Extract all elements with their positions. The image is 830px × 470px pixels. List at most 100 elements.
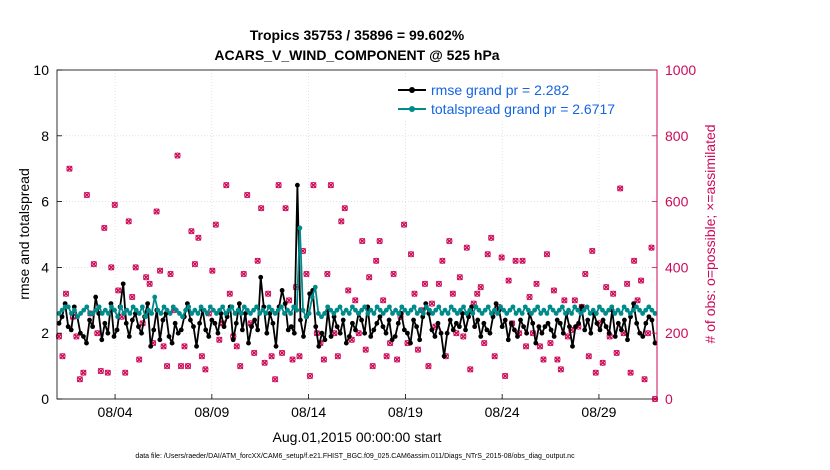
rmse-point <box>316 343 322 349</box>
obs-possible-point <box>202 366 209 373</box>
rmse-point <box>582 327 588 333</box>
obs-possible-point <box>592 369 599 376</box>
obs-assimilated-point <box>237 363 244 370</box>
obs-assimilated-point <box>407 251 415 258</box>
spread-point <box>575 307 581 313</box>
y-tick-label: 10 <box>33 62 49 78</box>
obs-possible-point <box>407 251 415 258</box>
obs-assimilated-point <box>603 284 610 291</box>
rmse-point <box>65 324 71 330</box>
rmse-point <box>570 343 575 349</box>
spread-point <box>424 304 429 310</box>
obs-assimilated-point <box>191 261 199 268</box>
rmse-point <box>334 324 340 330</box>
obs-possible-point <box>648 244 655 251</box>
spread-point <box>513 311 519 316</box>
obs-possible-point <box>428 300 436 307</box>
obs-possible-point <box>97 367 104 375</box>
obs-assimilated-point <box>554 356 561 363</box>
spread-point <box>59 307 65 313</box>
rmse-point <box>136 324 141 330</box>
obs-possible-point <box>324 270 331 278</box>
obs-assimilated-point <box>474 290 481 297</box>
spread-point <box>402 307 408 313</box>
spread-point <box>451 307 457 313</box>
obs-assimilated-point <box>83 191 90 199</box>
spread-point <box>300 307 306 313</box>
rmse-point <box>502 317 508 323</box>
spread-point <box>99 311 105 316</box>
y2-tick-label: 600 <box>665 194 689 210</box>
obs-assimilated-point <box>268 353 275 360</box>
obs-assimilated-point <box>439 257 446 264</box>
rmse-point <box>337 330 343 336</box>
rmse-point <box>603 324 609 330</box>
obs-assimilated-point <box>216 336 223 343</box>
spread-point <box>550 307 556 313</box>
obs-assimilated-point <box>136 356 143 363</box>
obs-assimilated-point <box>324 270 331 278</box>
rmse-point <box>634 320 640 326</box>
spread-point <box>204 311 210 316</box>
rmse-point <box>380 324 386 330</box>
rmse-point <box>148 343 154 349</box>
obs-assimilated-point <box>481 339 488 347</box>
y-tick-label: 6 <box>41 194 49 210</box>
obs-possible-point <box>160 343 167 350</box>
obs-possible-point <box>512 257 519 264</box>
obs-assimilated-point <box>547 339 554 347</box>
obs-possible-point <box>226 290 233 297</box>
rmse-point <box>258 274 264 280</box>
spread-point <box>161 304 167 310</box>
obs-possible-point <box>359 237 366 245</box>
obs-assimilated-point <box>104 369 111 376</box>
rmse-point <box>114 327 120 333</box>
spread-point <box>220 304 226 310</box>
obs-possible-point <box>554 356 561 363</box>
spread-point <box>593 311 599 316</box>
spread-point <box>600 307 605 313</box>
obs-assimilated-point <box>400 221 408 228</box>
spread-point <box>238 311 244 316</box>
spread-point <box>522 304 528 310</box>
spread-point <box>167 311 173 316</box>
obs-assimilated-point <box>599 359 606 366</box>
obs-assimilated-point <box>589 247 596 255</box>
rmse-point <box>145 301 151 306</box>
spread-point <box>439 311 445 316</box>
obs-assimilated-point <box>261 359 268 366</box>
spread-point <box>90 311 96 316</box>
obs-assimilated-point <box>247 320 254 327</box>
rmse-point <box>432 334 438 339</box>
spread-point <box>578 311 584 316</box>
spread-point <box>272 311 278 316</box>
rmse-point <box>206 334 212 339</box>
obs-possible-point <box>383 353 390 360</box>
obs-possible-point <box>122 369 129 376</box>
spread-point <box>278 304 284 310</box>
spread-point <box>143 314 148 320</box>
rmse-point <box>478 334 484 339</box>
obs-assimilated-point <box>254 257 261 264</box>
obs-possible-point <box>146 280 153 287</box>
spread-point <box>504 311 510 316</box>
rmse-point <box>652 340 658 346</box>
obs-possible-point <box>303 270 310 278</box>
rmse-point <box>221 324 227 330</box>
obs-assimilated-point <box>519 257 526 264</box>
rmse-point <box>279 288 285 293</box>
obs-possible-point <box>644 330 652 337</box>
rmse-point <box>212 320 218 326</box>
spread-point <box>229 304 235 310</box>
rmse-point <box>353 327 358 333</box>
obs-possible-point <box>522 343 530 350</box>
spread-point <box>201 307 207 313</box>
spread-point <box>251 307 256 313</box>
rmse-point <box>328 334 334 339</box>
obs-assimilated-point <box>296 353 303 360</box>
obs-possible-point <box>310 182 317 189</box>
x-axis-label: Aug.01,2015 00:00:00 start <box>273 429 442 445</box>
obs-assimilated-point <box>251 349 258 357</box>
spread-point <box>516 307 522 313</box>
obs-assimilated-point <box>435 280 443 287</box>
